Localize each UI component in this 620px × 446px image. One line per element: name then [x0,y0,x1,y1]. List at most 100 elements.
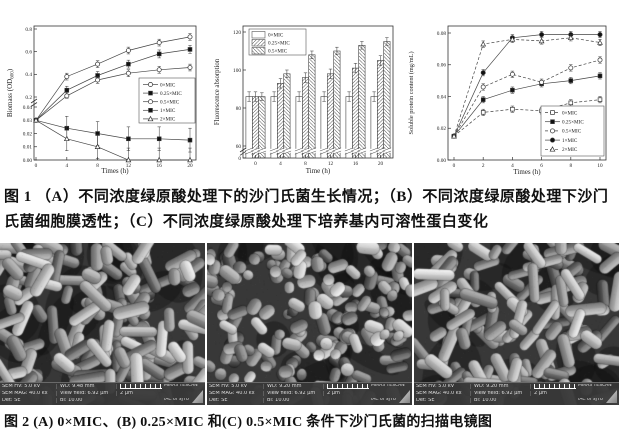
chart-fluorescence-bars: 0 4 8 12 16 20 0 60 80 100 120 Time (h) Fluorescence… [214,25,394,175]
chart-soluble-protein: 0.00 0.02 0.04 0.06 0.08 0 2 4 6 8 10 Times (h) Solu… [408,25,607,176]
svg-text:0×MIC: 0×MIC [268,33,284,39]
svg-text:0.5×MIC: 0.5×MIC [268,49,288,55]
svg-text:80: 80 [236,106,242,112]
svg-text:16: 16 [157,163,163,169]
sem-metadata-bar: SEM HV: 5.0 kV WD: 9.48 mm MIRA3 TESCAN … [0,382,205,405]
sem-metadata-bar: SEM HV: 5.0 kV WD: 9.20 mm MIRA3 TESCAN … [414,382,619,405]
svg-text:1×MIC: 1×MIC [562,138,578,144]
svg-text:0×MIC: 0×MIC [160,82,176,88]
svg-text:8: 8 [569,163,572,169]
svg-text:0.06: 0.06 [437,63,447,69]
figure2-sem-row: SEM HV: 5.0 kV WD: 9.48 mm MIRA3 TESCAN … [0,243,620,405]
scale-bar [327,384,369,389]
sem-bi: BI: 10.00 [263,398,323,403]
svg-text:2: 2 [482,163,485,169]
svg-text:0.25×MIC: 0.25×MIC [562,120,584,126]
sem-hv: SEM HV: 5.0 kV [416,384,455,389]
svg-text:120: 120 [233,30,241,36]
sem-bi: BI: 10.00 [470,398,530,403]
tescan-logo-icon [192,390,203,403]
figure2-caption: 图 2 (A) 0×MIC、(B) 0.25×MIC 和(C) 0.5×MIC … [4,415,493,430]
svg-text:4: 4 [279,161,282,167]
sem-mag: SEM MAG: 40.0 kx [209,391,255,396]
svg-text:0: 0 [35,163,38,169]
svg-text:20: 20 [378,161,384,167]
svg-text:1×MIC: 1×MIC [160,108,176,114]
svg-text:0.25×MIC: 0.25×MIC [268,41,290,47]
sem-lab: IAC of SJTU [578,398,603,403]
chart-biomass-growth: 0.00 0.01 0.02 0.03 0.04 0.2 0.4 0.6 0.8 0 4 8 12 16 2… [6,25,197,175]
sem-mag: SEM MAG: 40.0 kx [416,391,462,396]
svg-text:12: 12 [126,163,132,169]
sem-image-b: SEM HV: 5.0 kV WD: 9.20 mm MIRA3 TESCAN … [207,243,412,405]
svg-text:0.5×MIC: 0.5×MIC [160,100,180,106]
svg-text:0.00: 0.00 [437,158,447,164]
svg-text:0.4: 0.4 [25,72,32,78]
sem-view-field: View field: 6.92 μm [56,391,116,396]
svg-text:0: 0 [238,156,241,162]
svg-text:0.00: 0.00 [23,158,33,164]
svg-text:0.02: 0.02 [23,131,33,137]
sem-hv: SEM HV: 5.0 kV [2,384,41,389]
svg-text:2×MIC: 2×MIC [160,117,176,123]
sem-mag: SEM MAG: 40.0 kx [2,391,48,396]
sem-bi: BI: 10.00 [56,398,116,403]
svg-text:0.6: 0.6 [25,49,32,55]
sem-view-field: View field: 6.92 μm [470,391,530,396]
sem-metadata-bar: SEM HV: 5.0 kV WD: 9.20 mm MIRA3 TESCAN … [207,382,412,405]
scale-bar [120,384,162,389]
sem-micrograph [207,243,412,405]
sem-detector: Det: SE [416,398,435,403]
svg-text:12: 12 [328,161,334,167]
svg-text:Times (h): Times (h) [513,168,541,176]
sem-wd: WD: 9.48 mm [56,384,116,389]
svg-text:100: 100 [233,68,241,74]
sem-lab: IAC of SJTU [371,398,396,403]
sem-brand: MIRA3 TESCAN [371,384,405,389]
tescan-logo-icon [606,390,617,403]
svg-text:0.01: 0.01 [23,145,33,151]
svg-text:0.25×MIC: 0.25×MIC [160,91,182,97]
svg-text:Fluorescence absorption: Fluorescence absorption [214,58,221,125]
svg-text:Biomass (OD600): Biomass (OD600) [6,68,16,117]
svg-text:Soluble protein content (mg/mL: Soluble protein content (mg/mL) [408,51,415,134]
sem-micrograph [0,243,205,405]
scale-label: 2 μm [116,391,164,396]
scale-label: 2 μm [530,391,578,396]
svg-text:0: 0 [254,161,257,167]
scale-bar [534,384,576,389]
figure1-caption: 图 1 （A）不同浓度绿原酸处理下的沙门氏菌生长情况；（B）不同浓度绿原酸处理下… [4,189,609,230]
sem-wd: WD: 9.20 mm [470,384,530,389]
svg-text:8: 8 [96,163,99,169]
svg-text:0.04: 0.04 [437,94,447,100]
svg-text:4: 4 [511,163,514,169]
sem-brand: MIRA3 TESCAN [164,384,198,389]
tescan-logo-icon [399,390,410,403]
sem-image-c: SEM HV: 5.0 kV WD: 9.20 mm MIRA3 TESCAN … [414,243,619,405]
sem-detector: Det: SE [209,398,228,403]
svg-text:Times (h): Times (h) [101,167,129,175]
sem-detector: Det: SE [2,398,21,403]
svg-text:10: 10 [597,163,603,169]
sem-wd: WD: 9.20 mm [263,384,323,389]
sem-lab: IAC of SJTU [164,398,189,403]
svg-text:2×MIC: 2×MIC [562,147,578,153]
svg-text:0.2: 0.2 [25,95,32,101]
svg-text:0: 0 [453,163,456,169]
figure1-charts: 0.00 0.01 0.02 0.03 0.04 0.2 0.4 0.6 0.8 0 4 8 12 16 2… [0,0,620,181]
svg-text:20: 20 [187,163,193,169]
svg-text:Time (h): Time (h) [306,167,331,175]
svg-text:0.8: 0.8 [25,27,32,33]
sem-view-field: View field: 6.92 μm [263,391,323,396]
svg-text:0.5×MIC: 0.5×MIC [562,129,582,135]
svg-text:6: 6 [540,163,543,169]
svg-text:0.03: 0.03 [23,118,33,124]
svg-text:0.04: 0.04 [23,105,33,111]
svg-text:0.02: 0.02 [437,126,447,132]
svg-text:0×MIC: 0×MIC [562,110,578,116]
svg-text:0.08: 0.08 [437,31,447,37]
scale-label: 2 μm [323,391,371,396]
svg-text:4: 4 [65,163,68,169]
sem-hv: SEM HV: 5.0 kV [209,384,248,389]
